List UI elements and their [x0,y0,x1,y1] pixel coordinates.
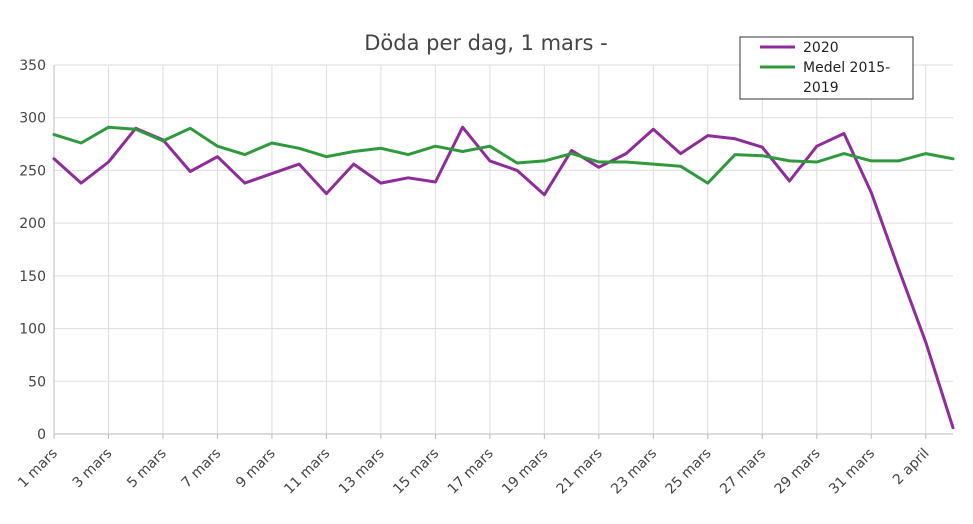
y-tick-label: 350 [19,58,46,74]
y-tick-label: 300 [19,111,46,127]
x-tick-label: 21 mars [554,446,606,498]
x-tick-label: 11 mars [281,446,333,498]
legend-label: 2019 [803,80,839,96]
x-tick-label: 23 mars [608,446,660,498]
legend-label: Medel 2015- [803,60,890,76]
x-tick-label: 3 mars [70,446,116,492]
y-tick-label: 250 [19,163,46,179]
series-line-2020 [52,125,955,430]
x-tick-label: 17 mars [445,446,497,498]
x-tick-label: 31 mars [826,446,878,498]
x-tick-label: 27 mars [717,446,769,498]
chart-title: Döda per dag, 1 mars - [364,31,608,55]
legend-label: 2020 [803,40,839,56]
x-tick-label: 5 mars [124,446,170,492]
x-tick-label: 29 mars [772,446,824,498]
x-tick-label: 15 mars [390,446,442,498]
y-tick-label: 200 [19,216,46,232]
x-axis: 1 mars 3 mars 5 mars 7 mars 9 mars 11 mars 13 … [15,433,953,498]
series-group [52,125,955,430]
legend: 2020 Medel 2015- 2019 [739,36,914,100]
x-tick-label: 19 mars [499,446,551,498]
x-tick-label: 2 april [890,446,933,489]
x-tick-label: 7 mars [179,446,225,492]
x-tick-label: 1 mars [15,446,61,492]
grid-lines [53,64,953,435]
x-tick-label: 13 mars [336,446,388,498]
y-tick-label: 100 [19,322,46,338]
y-tick-label: 50 [28,374,46,390]
series-line-medel [52,125,955,185]
y-axis: 0 50 100 150 200 250 300 350 [19,58,55,443]
y-tick-label: 150 [19,269,46,285]
y-tick-label: 0 [37,427,46,443]
x-tick-label: 9 mars [233,446,279,492]
x-tick-label: 25 mars [663,446,715,498]
